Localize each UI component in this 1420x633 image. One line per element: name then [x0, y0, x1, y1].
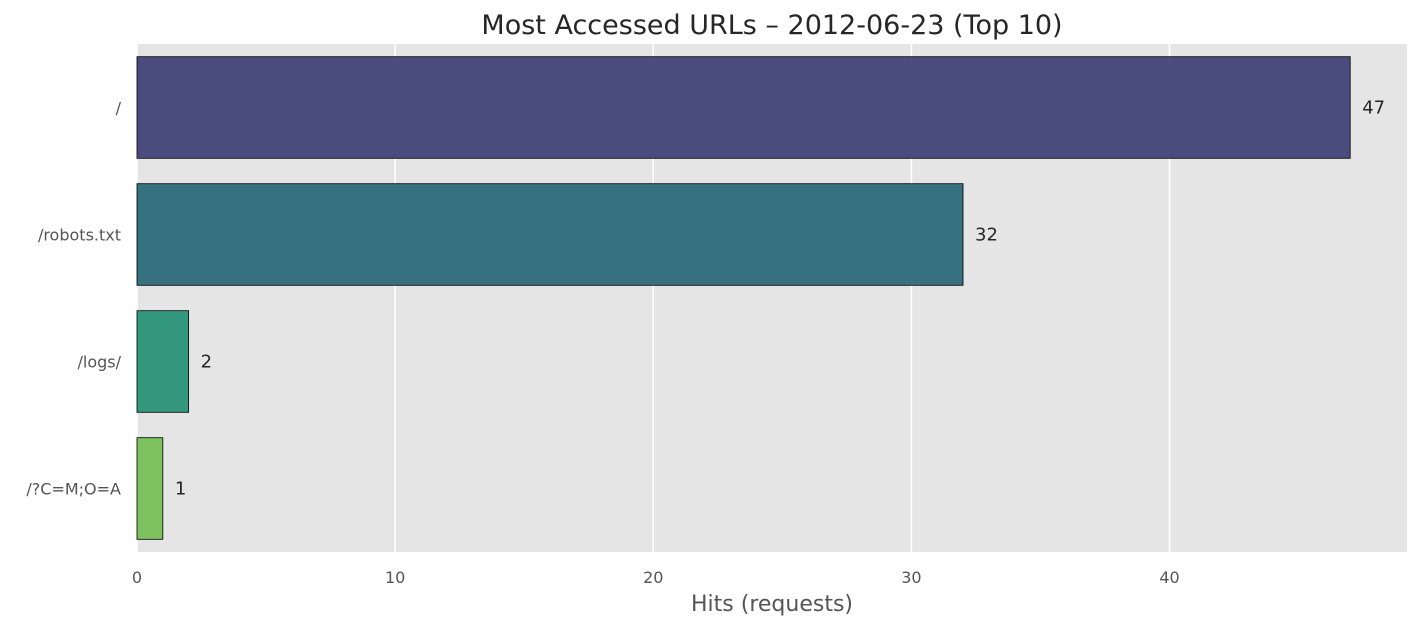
- bar-value-label: 1: [175, 479, 186, 500]
- x-tick-label: 20: [643, 568, 663, 587]
- bar: [136, 437, 164, 540]
- y-tick-label: /logs/: [77, 353, 121, 372]
- bar-value-label: 2: [201, 352, 212, 373]
- x-axis-ticks: 0 10 20 30 40: [132, 568, 1180, 587]
- bar-value-label: 47: [1362, 98, 1385, 119]
- x-tick-label: 10: [385, 568, 405, 587]
- bar-value-label: 32: [975, 225, 998, 246]
- y-axis-ticks: / /robots.txt/logs/ /?C=M;O=A: [26, 99, 121, 499]
- x-tick-label: 30: [901, 568, 921, 587]
- chart-title: Most Accessed URLs – 2012-06-23 (Top 10): [481, 10, 1062, 41]
- x-axis-label: Hits (requests): [691, 592, 853, 617]
- bar: [136, 183, 964, 286]
- bars: [136, 56, 1351, 540]
- x-tick-label: 40: [1159, 568, 1179, 587]
- y-tick-label: /robots.txt: [38, 226, 121, 245]
- bar: [136, 56, 1351, 159]
- y-tick-label: /: [116, 99, 122, 118]
- x-tick-label: 0: [132, 568, 142, 587]
- data-labels: 47 32 2 1: [175, 98, 1385, 500]
- bar: [136, 310, 190, 413]
- y-tick-label: /?C=M;O=A: [26, 480, 121, 499]
